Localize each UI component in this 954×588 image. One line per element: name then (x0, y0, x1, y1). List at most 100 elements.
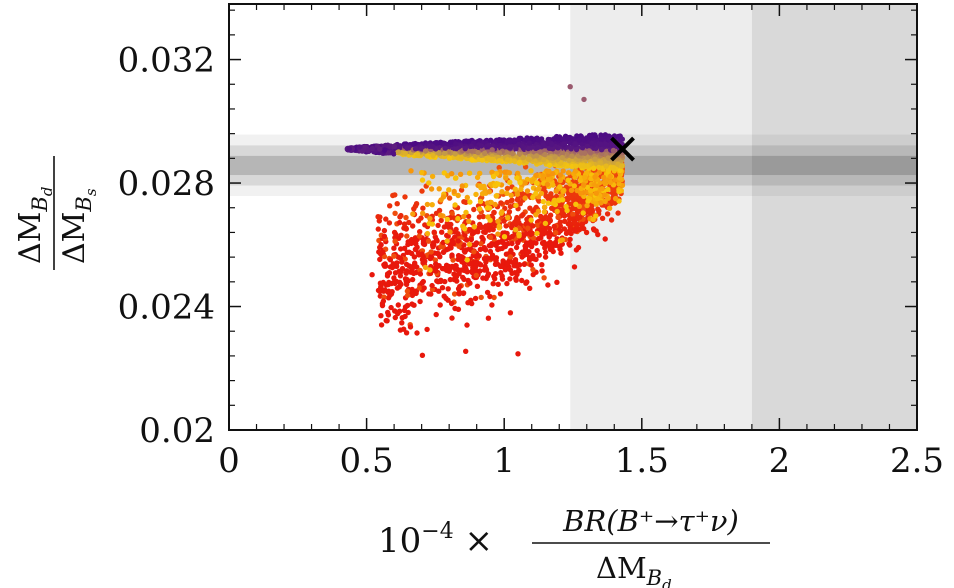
point-lower-cloud (395, 254, 401, 260)
point-transition (533, 172, 539, 179)
point-transition (484, 205, 490, 211)
point-transition (568, 187, 575, 193)
point-transition (560, 168, 566, 174)
point-lower-cloud (391, 253, 397, 259)
point-lower-cloud (608, 217, 615, 223)
point-lower-cloud (462, 232, 468, 238)
point-transition (528, 168, 534, 174)
point-transition (617, 175, 623, 181)
point-lower-cloud (530, 223, 536, 229)
point-lower-cloud (377, 244, 383, 251)
point-lower-cloud (503, 223, 509, 229)
point-upper-branch (590, 165, 597, 171)
point-lower-cloud (393, 231, 399, 238)
x-tick-label: 1 (493, 441, 515, 481)
point-upper-branch (422, 148, 429, 154)
point-upper-branch (592, 156, 598, 162)
point-lower-cloud (441, 224, 448, 230)
point-transition (449, 171, 455, 177)
point-transition (489, 169, 495, 175)
point-upper-branch (478, 143, 484, 149)
point-upper-branch (573, 163, 579, 169)
point-transition (612, 195, 619, 202)
point-transition (459, 183, 465, 189)
point-transition (546, 168, 552, 174)
point-lower-cloud (545, 282, 551, 288)
point-transition (506, 170, 513, 176)
point-lower-cloud (465, 213, 472, 219)
svg-text:10−4 ×: 10−4 × (378, 519, 493, 561)
point-lower-cloud (386, 270, 393, 276)
point-lower-cloud (536, 198, 542, 204)
point-transition (477, 198, 484, 205)
point-lower-cloud (446, 195, 453, 201)
point-lower-cloud (477, 268, 483, 274)
point-transition (464, 257, 470, 263)
point-lower-cloud (576, 207, 582, 213)
point-lower-cloud (432, 257, 439, 263)
point-transition (440, 194, 447, 200)
point-upper-branch (479, 157, 485, 163)
point-upper-branch (396, 144, 402, 150)
point-lower-cloud (512, 257, 519, 263)
point-transition (505, 215, 511, 221)
point-lower-cloud (536, 252, 542, 258)
y-tick-label: 0.032 (118, 41, 215, 81)
point-transition (518, 186, 524, 192)
point-lower-cloud (404, 302, 411, 309)
point-lower-cloud (460, 255, 466, 261)
point-lower-cloud (384, 318, 390, 324)
point-lower-cloud (486, 243, 493, 249)
point-transition (516, 231, 522, 237)
point-lower-cloud (424, 326, 430, 333)
point-upper-branch (551, 136, 557, 142)
point-lower-cloud (385, 309, 391, 316)
point-lower-cloud (562, 218, 568, 224)
point-lower-cloud (417, 298, 423, 305)
point-upper-branch (535, 137, 541, 143)
point-lower-cloud (543, 193, 549, 199)
point-upper-branch (587, 149, 593, 155)
point-upper-branch (610, 165, 617, 171)
point-transition (446, 187, 452, 193)
point-lower-cloud (538, 213, 544, 220)
point-transition (452, 202, 458, 208)
point-upper-branch (513, 146, 519, 152)
point-upper-branch (447, 139, 454, 145)
svg-text:ΔMBs: ΔMBs (57, 188, 100, 264)
point-lower-cloud (406, 219, 412, 226)
point-lower-cloud (419, 352, 426, 358)
point-lower-cloud (453, 226, 459, 233)
point-transition (466, 218, 472, 225)
point-upper-branch (568, 146, 574, 152)
point-transition (584, 202, 590, 209)
point-upper-branch (525, 145, 531, 152)
point-transition (541, 209, 548, 215)
point-transition (426, 180, 432, 186)
point-transition (545, 177, 551, 183)
point-upper-branch (573, 146, 580, 153)
point-outlier (515, 351, 521, 357)
point-transition (607, 173, 613, 180)
point-lower-cloud (457, 283, 463, 290)
point-transition (557, 172, 564, 178)
point-transition (495, 218, 501, 224)
x-tick-label: 2 (769, 441, 791, 481)
point-lower-cloud (456, 290, 462, 296)
point-lower-cloud (429, 282, 435, 289)
point-lower-cloud (382, 261, 388, 267)
point-lower-cloud (547, 246, 554, 252)
point-lower-cloud (455, 231, 461, 237)
point-lower-cloud (517, 201, 523, 207)
point-upper-branch (452, 151, 458, 157)
point-lower-cloud (394, 201, 400, 207)
point-lower-cloud (376, 218, 382, 224)
point-transition (455, 192, 461, 199)
point-lower-cloud (405, 309, 411, 316)
point-lower-cloud (513, 244, 520, 251)
point-upper-branch (442, 140, 448, 147)
plot-border (228, 3, 918, 431)
point-lower-cloud (397, 273, 404, 279)
point-transition (593, 213, 599, 219)
point-transition (428, 186, 435, 192)
